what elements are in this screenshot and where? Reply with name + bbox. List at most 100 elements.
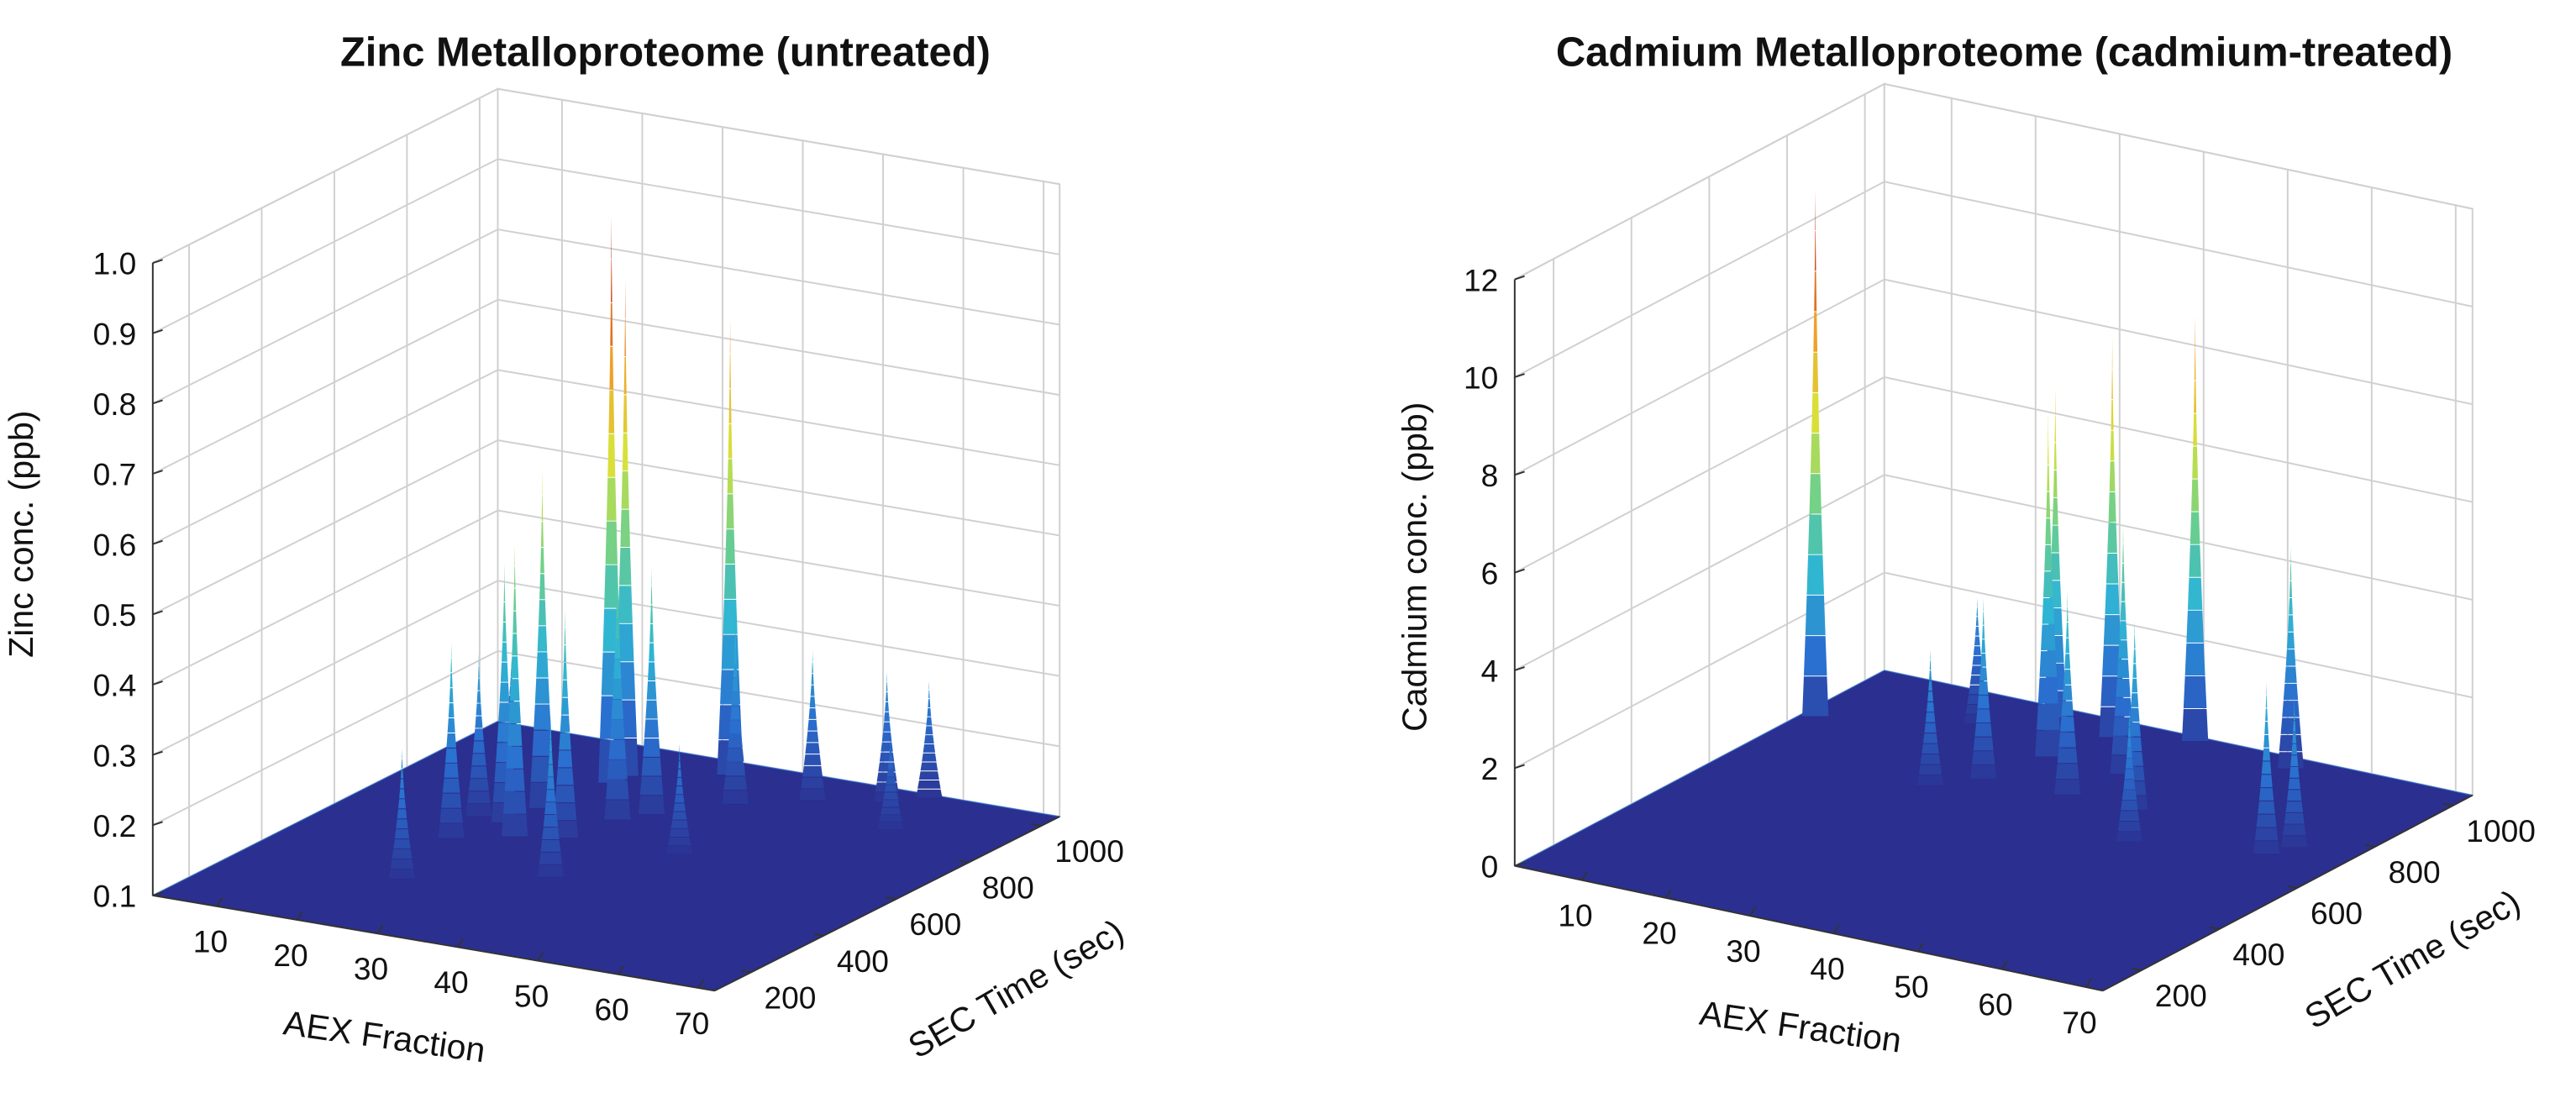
peak-band: [1918, 764, 1943, 775]
peak-band: [2116, 659, 2130, 679]
peak-band: [2125, 759, 2133, 769]
surface-peak: [527, 469, 558, 834]
y-tick-label: 400: [2232, 937, 2284, 972]
peak-band: [2114, 697, 2132, 717]
peak-band: [624, 281, 626, 318]
peak-band: [810, 685, 815, 696]
peak-band: [2133, 649, 2137, 664]
peak-band: [528, 782, 556, 808]
peak-band: [449, 673, 453, 688]
peak-band: [2045, 518, 2052, 544]
peak-band: [514, 543, 515, 565]
peak-band: [925, 726, 933, 735]
peak-band: [1921, 743, 1939, 754]
surface-peak: [464, 653, 494, 828]
peak-band: [1979, 667, 1988, 681]
peak-band: [401, 759, 403, 769]
peak-band: [732, 678, 739, 692]
peak-band: [450, 658, 452, 673]
z-tick: [152, 328, 163, 334]
z-tick-label: 10: [1464, 360, 1498, 396]
peak-band: [624, 318, 626, 356]
peak-band: [2280, 717, 2301, 734]
z-tick-label: 0.6: [93, 527, 137, 562]
peak-band: [564, 628, 566, 644]
peak-band: [2102, 645, 2123, 676]
peak-band: [2061, 701, 2074, 717]
peak-band: [2286, 632, 2295, 649]
peak-band: [621, 471, 629, 509]
x-tick: [1749, 906, 1756, 917]
peak-band: [2129, 707, 2140, 722]
peak-band: [465, 804, 492, 817]
peak-band: [922, 753, 937, 762]
peak-band: [511, 656, 519, 679]
peak-band: [644, 719, 660, 738]
peak-band: [2194, 348, 2196, 381]
peak-band: [2127, 737, 2142, 752]
y-tick-label: 600: [2311, 896, 2363, 931]
peak-band: [1977, 695, 1990, 709]
peak-band: [2263, 748, 2271, 761]
y-tick-label: 1000: [1054, 833, 1124, 869]
z-axis-label: Zinc conc. (ppb): [2, 411, 40, 658]
peak-band: [890, 739, 891, 747]
peak-band: [2114, 842, 2145, 853]
peak-band: [2051, 525, 2059, 553]
peak-band: [400, 779, 404, 789]
peak-band: [2133, 634, 2136, 649]
peak-band: [651, 566, 652, 586]
peak-band: [928, 699, 931, 707]
peak-band: [1928, 680, 1932, 691]
peak-band: [2047, 439, 2049, 465]
peak-band: [807, 719, 817, 731]
peak-band: [1975, 617, 1979, 626]
surface-peak: [665, 743, 695, 863]
peak-band: [2284, 812, 2305, 824]
peak-band: [729, 354, 731, 388]
peak-band: [677, 769, 682, 777]
peak-band: [2046, 491, 2051, 518]
peak-band: [674, 795, 685, 803]
z-tick: [152, 539, 163, 545]
peak-band: [649, 623, 654, 643]
x-axis: [152, 894, 715, 992]
peak-band: [2041, 624, 2056, 651]
x-tick: [216, 897, 223, 907]
peak-band: [734, 636, 736, 649]
peak-band: [811, 673, 814, 685]
peak-band: [549, 739, 552, 752]
z-tick: [1514, 373, 1525, 378]
peak-band: [2105, 553, 2119, 584]
x-tick: [2001, 960, 2008, 970]
peak-band: [2261, 761, 2272, 775]
peak-band: [643, 738, 660, 757]
peak-band: [928, 690, 930, 699]
peak-band: [447, 718, 455, 733]
grid-line: [1514, 82, 2473, 281]
peak-band: [887, 762, 894, 770]
z-tick: [152, 891, 163, 896]
peak-band: [639, 776, 664, 796]
z-tick: [152, 259, 163, 264]
peak-band: [1974, 626, 1979, 636]
peak-band: [2037, 677, 2058, 704]
peak-band: [563, 662, 567, 680]
surface-peak: [1969, 597, 1999, 793]
peak-band: [2117, 821, 2142, 832]
peak-band: [503, 582, 506, 602]
z-tick: [152, 680, 163, 686]
surface-peak: [720, 622, 750, 818]
peak-band: [2119, 621, 2127, 640]
peak-band: [1929, 659, 1932, 670]
y-tick: [2209, 926, 2220, 930]
peak-band: [649, 643, 655, 662]
x-tick: [1917, 943, 1924, 953]
peak-band: [679, 743, 681, 752]
peak-band: [2054, 779, 2081, 795]
z-tick-label: 12: [1464, 262, 1498, 297]
z-tick-label: 0.4: [93, 668, 137, 703]
x-tick: [1665, 889, 1672, 899]
peak-band: [508, 701, 521, 724]
grid-line: [152, 509, 1060, 686]
